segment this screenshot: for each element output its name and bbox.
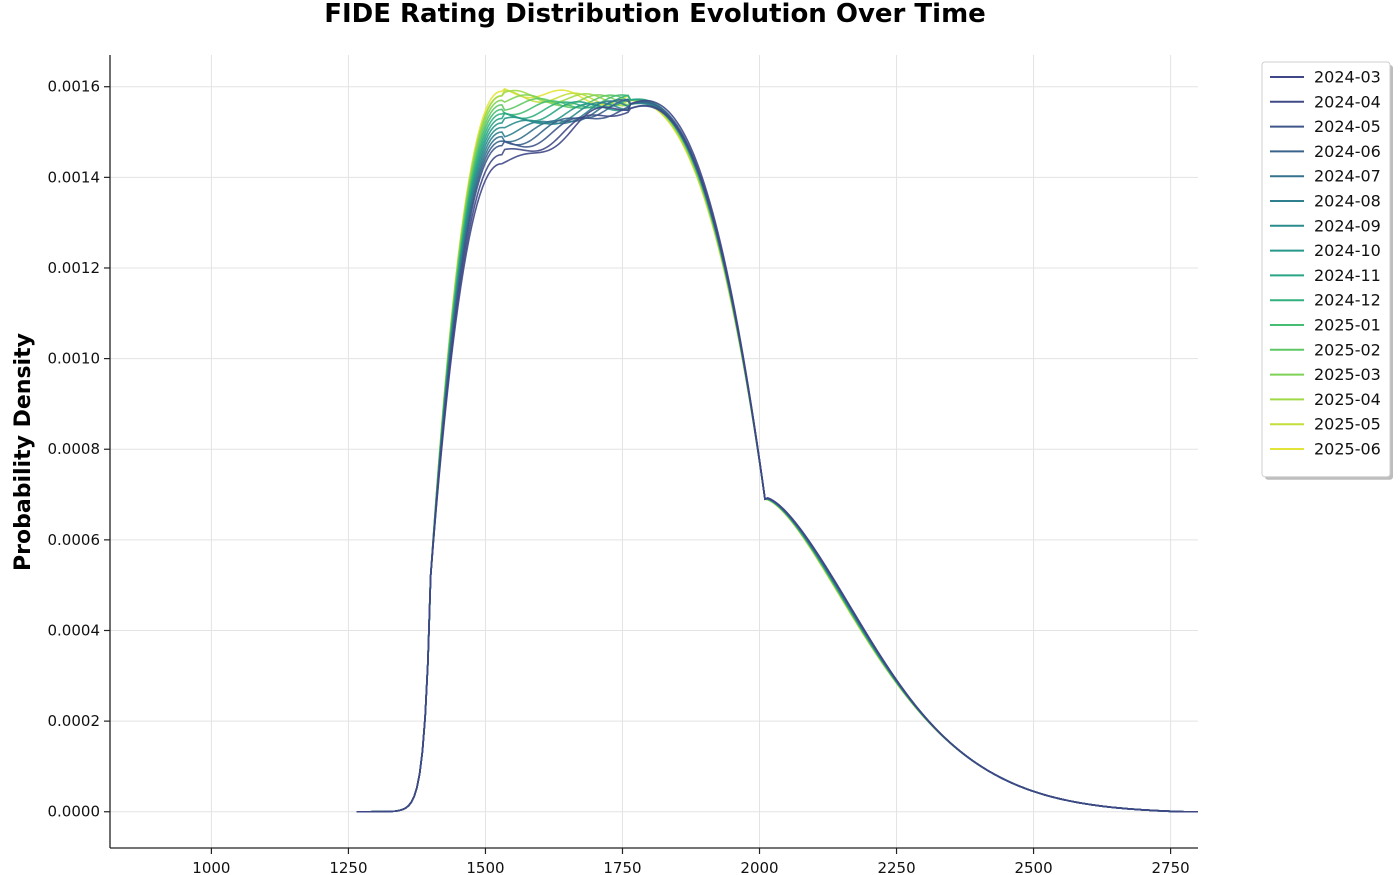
legend-label: 2025-04	[1314, 390, 1381, 409]
legend-label: 2025-05	[1314, 415, 1381, 434]
axes	[104, 55, 1198, 854]
legend-label: 2024-06	[1314, 142, 1381, 161]
legend-label: 2024-08	[1314, 192, 1381, 211]
series-line-2025-01	[356, 94, 1198, 813]
legend-label: 2024-12	[1314, 291, 1381, 310]
legend-label: 2024-10	[1314, 241, 1381, 260]
legend-label: 2024-11	[1314, 266, 1381, 285]
x-tick-label: 1000	[192, 859, 230, 875]
series-line-2025-04	[356, 89, 1198, 813]
y-tick-label: 0.0002	[48, 712, 101, 730]
series-line-2025-06	[356, 87, 1198, 813]
x-tick-label: 1750	[603, 859, 641, 875]
y-tick-label: 0.0016	[48, 78, 101, 96]
y-axis-label: Probability Density	[11, 333, 36, 571]
y-tick-label: 0.0012	[48, 259, 101, 277]
x-tick-label: 2000	[740, 859, 778, 875]
legend-label: 2025-02	[1314, 340, 1381, 359]
grid-lines	[110, 55, 1198, 848]
x-tick-label: 2250	[877, 859, 915, 875]
series-line-2024-07	[356, 98, 1198, 813]
series-line-2024-11	[356, 98, 1198, 813]
x-tick-label: 1500	[466, 859, 504, 875]
y-tick-label: 0.0006	[48, 531, 101, 549]
series-line-2024-04	[356, 104, 1198, 813]
series-line-2024-08	[356, 100, 1198, 813]
y-tick-label: 0.0008	[48, 440, 101, 458]
chart-title: FIDE Rating Distribution Evolution Over …	[324, 0, 986, 29]
legend-label: 2024-09	[1314, 216, 1381, 235]
x-tick-label: 2750	[1152, 859, 1190, 875]
legend-label: 2024-05	[1314, 117, 1381, 136]
series-line-2024-06	[356, 98, 1198, 813]
legend-label: 2025-03	[1314, 365, 1381, 384]
tick-labels: 1000 1250 1500 1750 2000 2250 2500 2750 0.0000 0.…	[48, 78, 1190, 875]
series-line-2025-05	[356, 89, 1198, 813]
legend-label: 2025-06	[1314, 440, 1381, 459]
legend-frame	[1261, 61, 1391, 478]
legend-label: 2024-03	[1314, 68, 1381, 87]
series-line-2024-09	[356, 101, 1198, 813]
legend-label: 2024-04	[1314, 92, 1381, 111]
y-tick-label: 0.0010	[48, 350, 101, 368]
series-line-2025-03	[356, 94, 1198, 813]
x-tick-label: 2500	[1014, 859, 1052, 875]
series-line-2024-03	[356, 99, 1198, 813]
legend-label: 2025-01	[1314, 316, 1381, 335]
series-line-2024-10	[356, 102, 1198, 813]
series-lines	[356, 87, 1198, 813]
x-tick-label: 1250	[329, 859, 367, 875]
y-tick-label: 0.0004	[48, 621, 101, 639]
series-line-2024-12	[356, 94, 1198, 813]
legend-label: 2024-07	[1314, 167, 1381, 186]
legend: 2024-03 2024-04 2024-05 2024-06 2024-07 2024-…	[1261, 61, 1393, 480]
y-tick-label: 0.0000	[48, 803, 101, 821]
series-line-2025-02	[356, 94, 1198, 813]
y-tick-label: 0.0014	[48, 168, 101, 186]
series-line-2024-05	[356, 105, 1198, 813]
